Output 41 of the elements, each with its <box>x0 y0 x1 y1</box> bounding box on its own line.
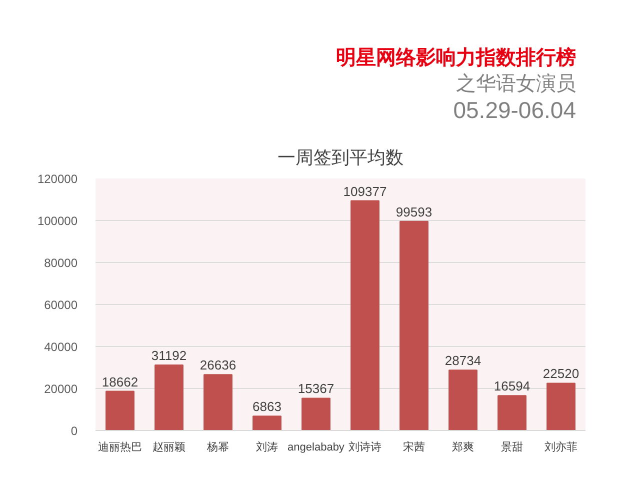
bar <box>204 374 232 430</box>
x-tick-label: angelababy <box>288 442 345 454</box>
data-label: 99593 <box>396 204 432 220</box>
y-tick-label: 80000 <box>44 256 78 270</box>
bar <box>154 364 184 430</box>
x-tick-label: 杨幂 <box>206 442 229 454</box>
x-tick-label: 刘亦菲 <box>544 440 578 454</box>
y-tick-label: 60000 <box>44 298 78 312</box>
x-tick-label: 景甜 <box>501 440 523 454</box>
text: 05.29-06.04 <box>452 97 576 123</box>
y-tick-label: 40000 <box>44 340 78 354</box>
y-tick-label: 100000 <box>37 214 78 228</box>
data-label: 15367 <box>298 381 334 396</box>
bar <box>498 395 526 430</box>
data-label: 26636 <box>200 358 236 373</box>
data-label: 109377 <box>343 184 387 199</box>
bar <box>400 220 428 430</box>
bar <box>546 382 576 430</box>
bar <box>350 200 380 430</box>
data-label: 31192 <box>151 348 187 363</box>
y-tick-label: 20000 <box>44 382 78 396</box>
data-label: 28734 <box>444 353 482 368</box>
x-tick-label: 郑爽 <box>452 440 474 454</box>
bar <box>302 398 330 430</box>
data-label: 16594 <box>494 378 530 394</box>
y-tick-label: 120000 <box>37 172 78 186</box>
text: 之华语女演员 <box>455 72 576 97</box>
chart-subtitle: 明星网络影响力指数排行榜 <box>335 46 576 71</box>
x-tick-label: 刘涛 <box>256 440 278 454</box>
data-label: 22520 <box>542 366 580 382</box>
x-tick-label: 宋茜 <box>403 440 425 454</box>
bar <box>448 370 478 430</box>
x-tick-label: 刘诗诗 <box>348 440 382 454</box>
bar <box>106 390 134 430</box>
data-label: 6863 <box>252 399 282 414</box>
y-tick-label: 0 <box>70 424 78 438</box>
chart-title: 一周签到平均数 <box>278 148 404 168</box>
x-tick-label: 赵丽颖 <box>152 442 186 454</box>
data-label: 18662 <box>102 374 138 390</box>
x-tick-label: 迪丽热巴 <box>98 440 142 454</box>
bar <box>252 416 282 430</box>
